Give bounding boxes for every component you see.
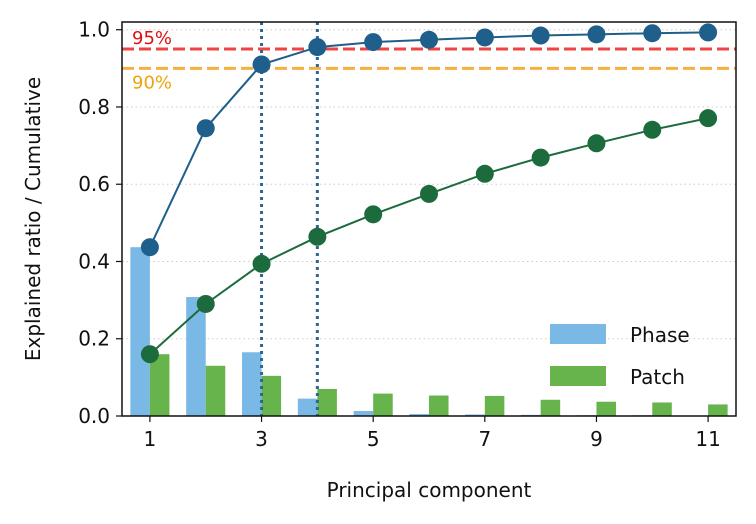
line-series-phase-cumulative: [140, 23, 718, 257]
cumulative-point: [643, 24, 662, 43]
cumulative-point: [196, 119, 215, 138]
bar-patch: [317, 388, 337, 416]
cumulative-point: [252, 254, 271, 273]
cumulative-point: [364, 33, 383, 52]
legend-swatch-phase: [550, 324, 606, 344]
x-tick-label: 3: [255, 427, 268, 451]
y-tick-label: 0.8: [78, 95, 110, 119]
cumulative-point: [196, 294, 215, 313]
cumulative-point: [643, 120, 662, 139]
reference-label-95pct: 95%: [132, 28, 172, 49]
legend: Phase Patch: [550, 323, 690, 389]
cumulative-point: [531, 26, 550, 45]
x-tick-label: 5: [367, 427, 380, 451]
bar-phase: [186, 297, 206, 416]
y-tick-label: 0.6: [78, 172, 110, 196]
bar-patch: [261, 375, 282, 416]
bar-patch: [708, 404, 728, 416]
legend-label-phase: Phase: [630, 323, 690, 347]
x-axis-title: Principal component: [327, 478, 532, 502]
bar-patch: [373, 393, 393, 416]
bar-layer: [130, 247, 728, 416]
cumulative-point: [475, 164, 494, 183]
bar-phase: [130, 247, 150, 416]
x-tick-label: 1: [144, 427, 157, 451]
cumulative-point: [252, 55, 271, 74]
cumulative-point: [587, 25, 606, 44]
bar-series-phase: [130, 247, 709, 416]
bar-phase: [242, 352, 262, 416]
cumulative-point: [587, 134, 606, 153]
axis-ticks: 0.0 0.2 0.4 0.6 0.8 1.0 1 3 5 7 9 11: [78, 18, 721, 451]
cumulative-point: [140, 345, 159, 364]
plot-frame: [121, 21, 737, 417]
cumulative-line: [149, 117, 709, 355]
bar-phase: [409, 414, 429, 416]
cumulative-point: [308, 227, 327, 246]
bar-patch: [484, 395, 505, 416]
bar-patch: [596, 401, 616, 416]
bar-patch: [149, 354, 170, 416]
bar-patch: [652, 402, 672, 416]
cumulative-line: [148, 31, 709, 248]
cumulative-point: [699, 23, 718, 42]
cumulative-point: [308, 38, 327, 57]
y-tick-label: 1.0: [78, 18, 110, 42]
y-tick-label: 0.4: [78, 249, 110, 273]
cumulative-point: [364, 205, 383, 224]
cumulative-point: [475, 28, 494, 47]
legend-swatch-patch: [550, 366, 606, 386]
bar-series-patch: [149, 354, 728, 416]
y-tick-label: 0.0: [78, 404, 110, 428]
bar-patch: [429, 395, 449, 416]
line-series-patch-cumulative: [140, 109, 718, 364]
x-tick-label: 7: [478, 427, 491, 451]
bar-phase: [353, 410, 374, 416]
reference-label-90pct: 90%: [132, 72, 172, 93]
y-axis-title: Explained ratio / Cumulative: [21, 77, 45, 361]
cumulative-point: [420, 184, 438, 203]
cumulative-point: [140, 238, 159, 257]
grid-lines: [122, 29, 736, 340]
bar-phase: [297, 398, 318, 416]
legend-label-patch: Patch: [630, 365, 685, 389]
reference-lines: 95% 90%: [122, 28, 736, 93]
bar-patch: [205, 365, 226, 416]
cumulative-lines: [140, 23, 718, 364]
y-tick-label: 0.2: [78, 327, 110, 351]
x-tick-label: 9: [590, 427, 603, 451]
cumulative-point: [420, 30, 438, 49]
x-tick-label: 11: [695, 427, 720, 451]
bar-patch: [540, 399, 561, 416]
vertical-markers: [260, 22, 319, 416]
cumulative-point: [531, 148, 550, 167]
cumulative-point: [699, 109, 718, 128]
bar-phase: [465, 414, 485, 416]
